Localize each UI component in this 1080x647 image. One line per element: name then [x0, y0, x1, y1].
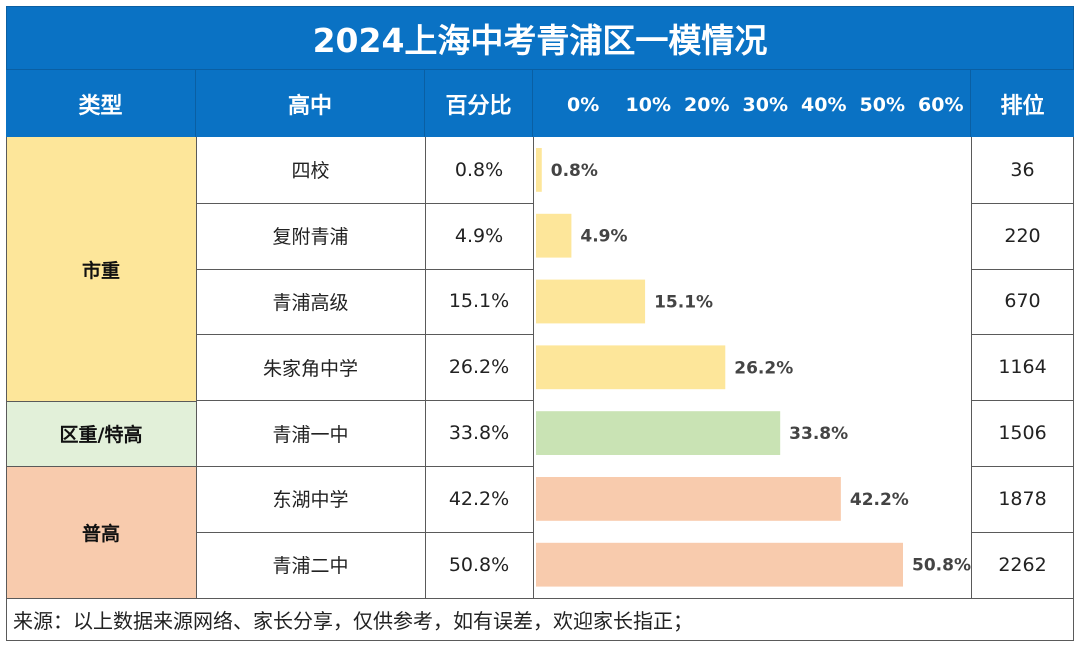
x-tick-label: 30%	[743, 94, 788, 116]
rank-value: 1506	[998, 422, 1047, 445]
bar-value-label: 26.2%	[734, 358, 793, 378]
page-title: 2024上海中考青浦区一模情况	[6, 6, 1074, 70]
bar-4	[536, 411, 781, 455]
grid-line	[196, 466, 533, 467]
school-name: 朱家角中学	[262, 357, 358, 380]
x-tick-label: 60%	[918, 94, 963, 116]
bar-5	[536, 477, 841, 521]
x-tick-label: 10%	[626, 94, 671, 116]
rank-value: 1878	[998, 487, 1047, 510]
footer-note: 来源：以上数据来源网络、家长分享，仅供参考，如有误差，欢迎家长指正；	[6, 598, 1074, 641]
school-name: 四校	[291, 160, 330, 183]
bar-value-label: 15.1%	[654, 293, 713, 313]
bar-chart: 0.8% 4.9% 15.1% 26.2% 33.8% 42.2% 50.8%	[536, 148, 971, 587]
x-tick-label: 0%	[567, 94, 599, 116]
rank-value: 36	[1010, 158, 1035, 181]
grid-line	[196, 532, 533, 533]
percent-value: 0.8%	[454, 158, 504, 181]
bar-6	[536, 542, 903, 587]
header-percent: 百分比	[425, 70, 533, 137]
group-cell-shizhong: 市重	[6, 137, 196, 401]
bar-value-label: 50.8%	[912, 556, 971, 576]
school-name: 青浦一中	[272, 423, 349, 446]
bar-0	[536, 148, 542, 192]
grid-line	[196, 334, 533, 335]
percent-value: 50.8%	[448, 553, 510, 576]
school-name: 复附青浦	[272, 226, 349, 249]
bar-3	[536, 345, 726, 390]
percent-value: 26.2%	[448, 356, 510, 379]
bar-1	[536, 213, 572, 258]
x-tick-label: 40%	[801, 94, 846, 116]
header-rank: 排位	[971, 70, 1074, 137]
rank-value: 220	[1004, 224, 1041, 247]
percent-value: 15.1%	[448, 290, 510, 313]
grid-line	[196, 137, 197, 598]
grid-line	[196, 203, 533, 204]
x-axis-ticks: 0% 10% 20% 30% 40% 50% 60%	[567, 94, 963, 116]
x-tick-label: 20%	[684, 94, 729, 116]
school-name: 青浦高级	[272, 291, 349, 314]
grid-line	[196, 269, 533, 270]
bar-value-label: 33.8%	[789, 424, 848, 444]
bar-value-label: 4.9%	[580, 227, 627, 247]
grid-line	[971, 269, 1074, 270]
header-school: 高中	[196, 70, 425, 137]
grid-line	[971, 532, 1074, 533]
school-name: 东湖中学	[272, 489, 349, 512]
grid-line	[533, 137, 534, 598]
bar-2	[536, 279, 646, 324]
group-cell-putong: 普高	[6, 466, 196, 598]
rank-value: 2262	[998, 553, 1047, 576]
bar-value-label: 42.2%	[850, 490, 909, 510]
header-axis: 0% 10% 20% 30% 40% 50% 60%	[533, 70, 971, 137]
grid-line	[425, 137, 426, 598]
header-type: 类型	[6, 70, 196, 137]
grid-line	[971, 400, 1074, 401]
percent-value: 33.8%	[448, 422, 510, 445]
grid-line	[1073, 137, 1074, 598]
school-name: 青浦二中	[272, 555, 349, 578]
grid-line	[971, 466, 1074, 467]
percent-value: 42.2%	[448, 487, 510, 510]
grid-line	[196, 400, 533, 401]
bar-value-label: 0.8%	[551, 161, 598, 181]
grid-line	[971, 203, 1074, 204]
x-tick-label: 50%	[860, 94, 905, 116]
grid-line	[6, 137, 7, 598]
group-cell-quzhong: 区重/特高	[6, 401, 196, 466]
grid-line	[6, 466, 196, 467]
grid-line	[971, 334, 1074, 335]
grid-line	[6, 401, 196, 402]
rank-value: 1164	[998, 356, 1047, 379]
rank-value: 670	[1004, 290, 1041, 313]
percent-value: 4.9%	[454, 224, 504, 247]
grid-line	[971, 137, 972, 598]
